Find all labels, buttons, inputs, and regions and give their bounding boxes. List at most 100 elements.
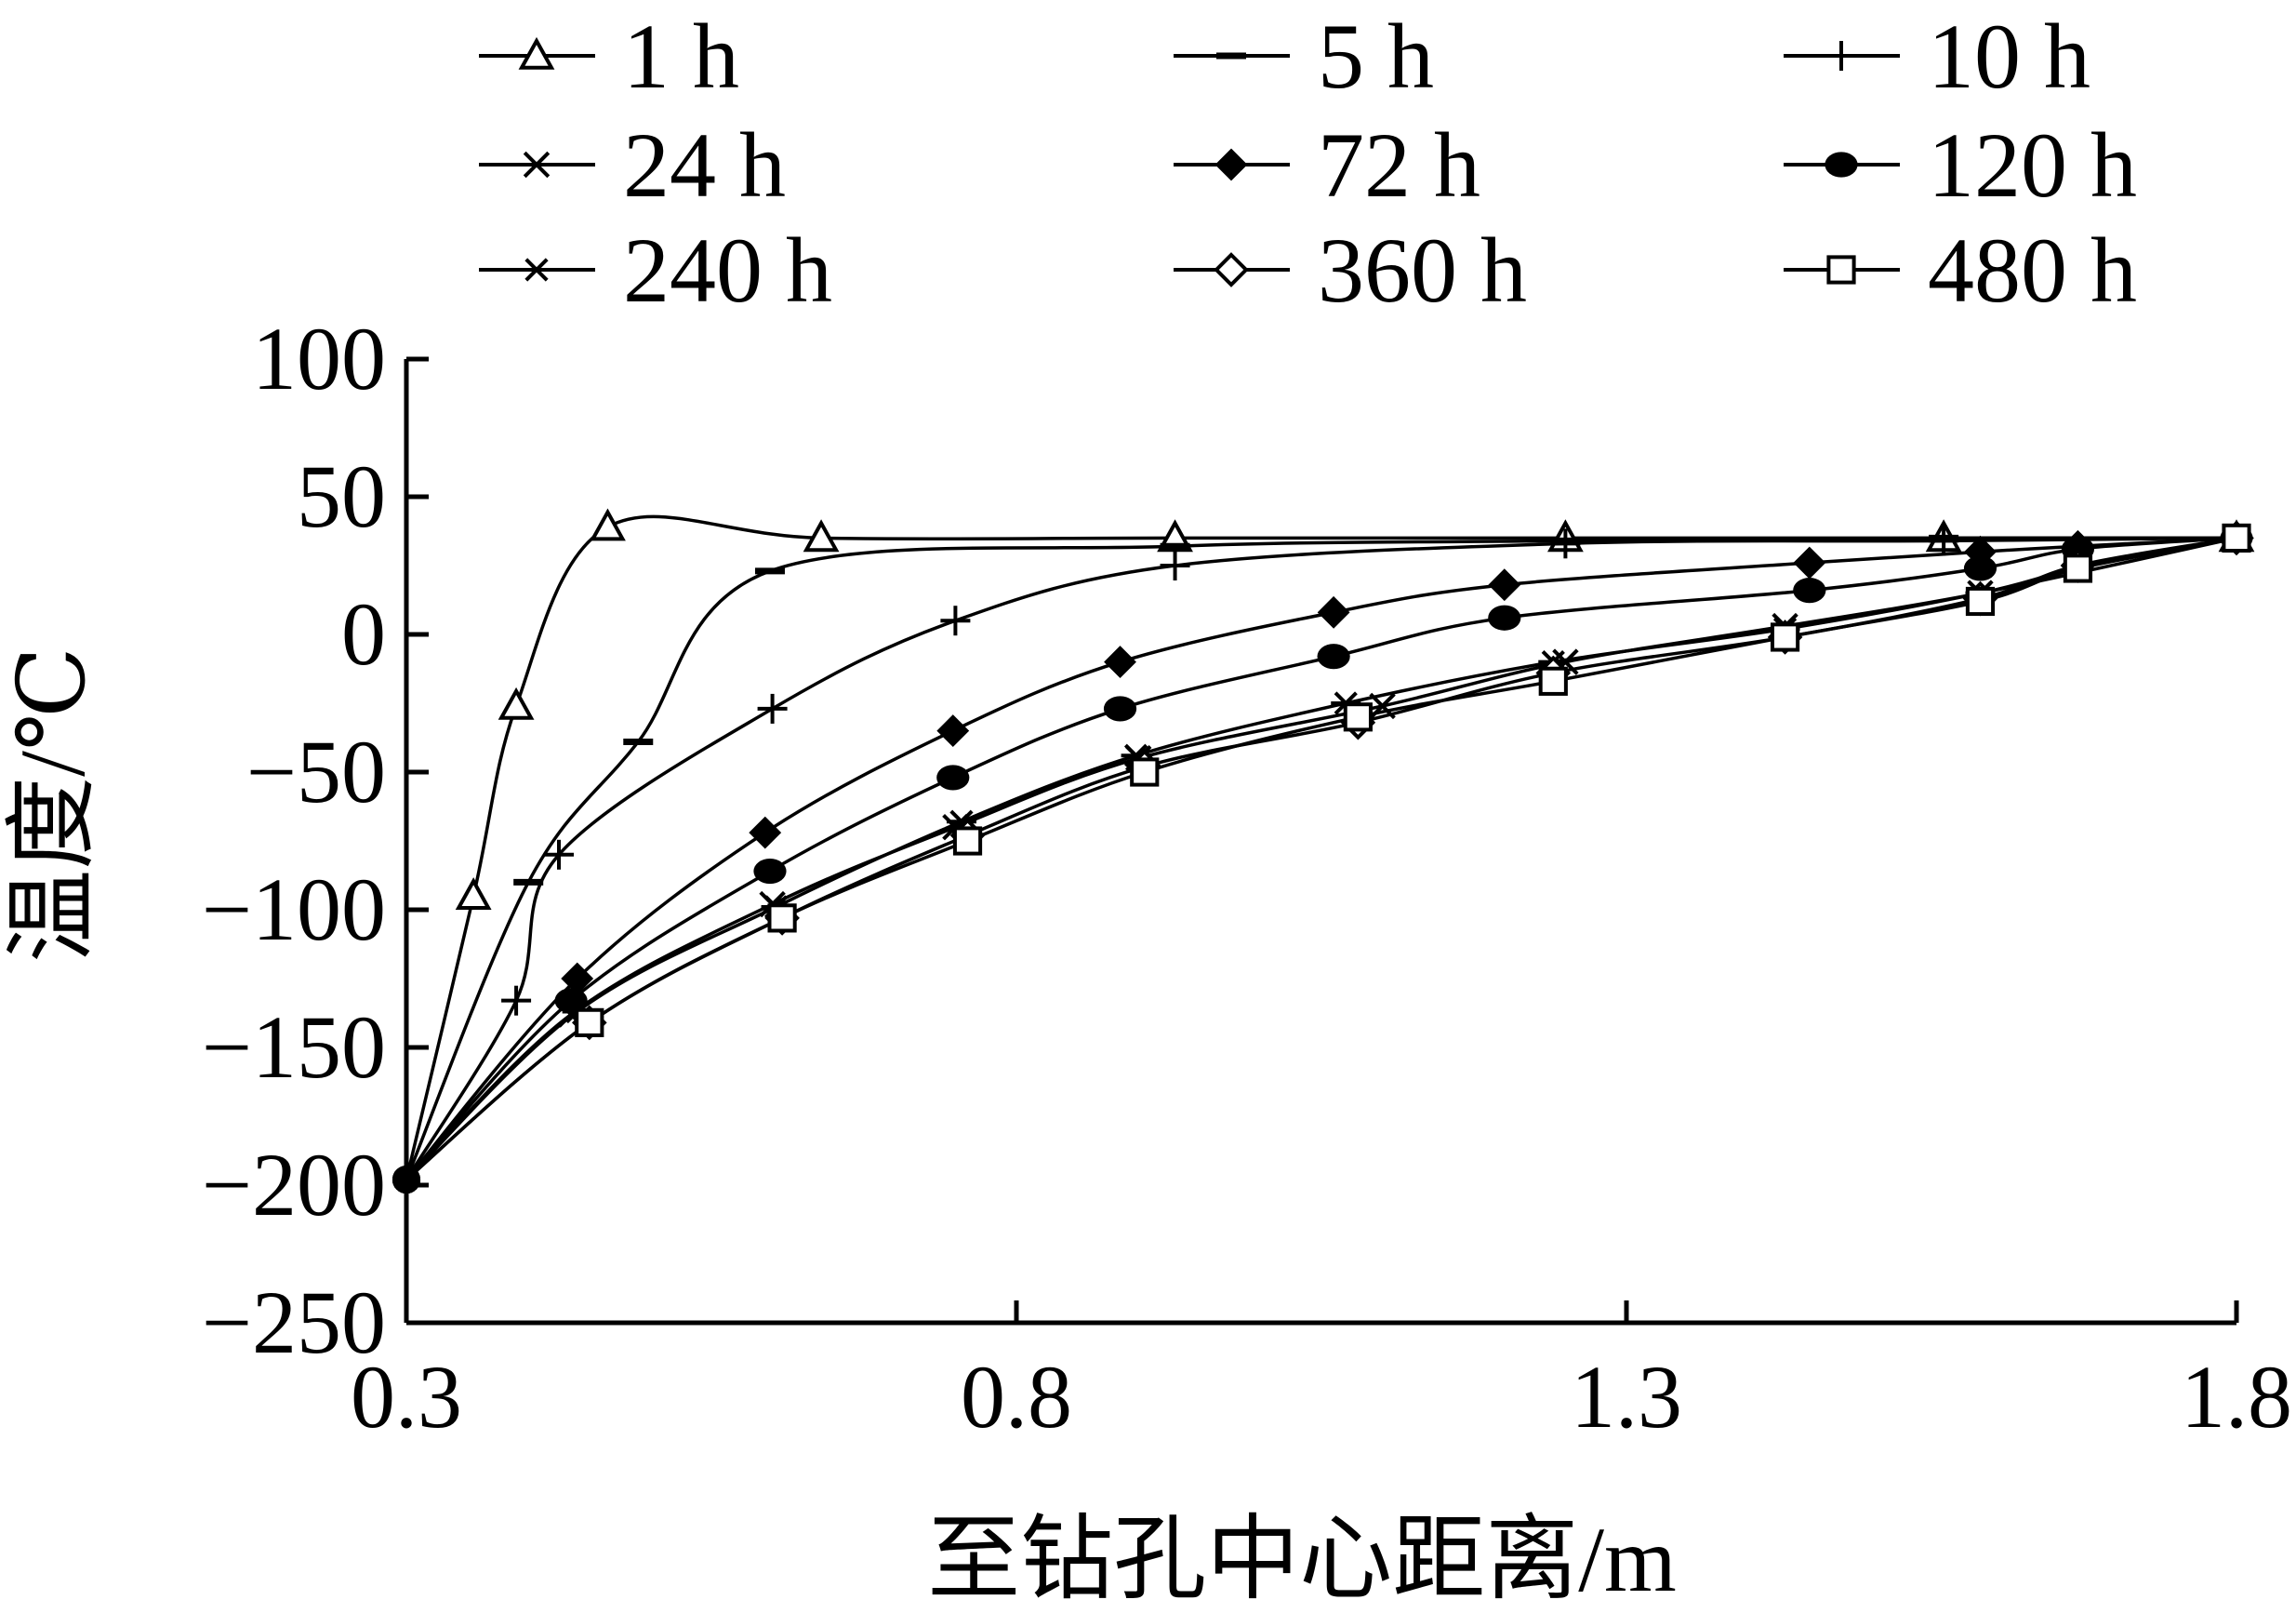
data-point-marker [936,714,970,748]
legend-item: 10 h [1784,5,2090,108]
data-point-marker [1214,148,1248,181]
diamond-marker [1104,646,1136,679]
data-point-marker [1317,644,1350,670]
start-point [392,1166,420,1194]
x-tick-label: 1.3 [1571,1347,1682,1446]
data-point-marker [523,151,551,179]
legend-label: 480 h [1928,219,2137,322]
x-tick-label: 0.8 [961,1347,1072,1446]
legend-label: 10 h [1928,5,2090,108]
square-marker [1770,622,1800,652]
series-8 [392,523,2251,1194]
legend-item: 72 h [1174,113,1480,217]
series-line [405,536,2237,1181]
circle-marker [1825,152,1858,178]
data-point-marker [1160,551,1190,580]
series-line [405,536,2237,1181]
series-line [405,536,2237,1180]
y-ticks: 100 50 0 −50 −100 −150 −200 −250 [202,309,429,1372]
data-point-marker [1488,568,1521,602]
data-point-marker [1538,666,1568,696]
x-ticks: 0.3 0.8 1.3 1.8 [351,1300,2292,1446]
y-tick-label: −200 [202,1135,386,1234]
square-marker [2063,553,2093,583]
circle-marker [936,765,970,791]
square-marker [575,1007,604,1037]
legend-label: 360 h [1318,219,1527,322]
diamond-marker [1488,568,1521,602]
triangle-marker [803,519,840,553]
legend-label: 5 h [1318,5,1434,108]
data-point-marker [1343,702,1373,732]
x-marker-b [523,151,551,179]
series-line [405,536,2237,1181]
legend-label: 1 h [623,5,739,108]
legend: 1 h 5 h 10 h 24 h 72 h 120 h 240 h 360 h 480 h [479,5,2137,322]
triangle-marker [498,687,535,720]
circle-marker [753,858,787,885]
data-point-marker [1103,696,1137,722]
diamond-marker [1793,546,1826,580]
legend-label: 240 h [623,219,832,322]
data-point-marker [1929,526,1959,556]
circle-marker [1963,555,1997,581]
data-point-marker [1826,255,1856,285]
data-point-marker [518,36,555,70]
legend-item: 120 h [1784,113,2137,217]
triangle-marker [455,877,492,910]
circle-marker [1317,644,1350,670]
asterisk-marker-b [1123,743,1148,767]
square-marker [2222,523,2251,553]
diamond-marker [1317,595,1350,629]
data-point-marker [575,1007,604,1037]
legend-item: 1 h [479,5,739,108]
data-point-marker [590,508,626,541]
square-marker [1538,666,1568,696]
triangle-marker [518,36,555,70]
data-point-marker [767,903,797,933]
square-marker [1343,702,1373,732]
series-line [405,536,2237,1181]
data-point-marker [1488,605,1521,631]
axes: 100 50 0 −50 −100 −150 −200 −250 0.3 0.8 1.3 1.8 [202,309,2292,1446]
data-point-marker [952,826,983,856]
legend-item: 5 h [1174,5,1434,108]
legend-item: 480 h [1784,219,2137,322]
data-point-marker [1104,646,1136,679]
x-tick-label: 0.3 [351,1347,462,1446]
y-tick-label: −100 [202,860,386,959]
data-point-marker [1550,528,1581,559]
diamond-marker [749,816,782,849]
diamond-marker [936,714,970,748]
y-tick-label: 0 [341,584,386,684]
data-point-marker [1826,41,1856,71]
legend-item: 240 h [479,219,832,322]
asterisk-marker-b [524,258,549,282]
diamond-open-marker [1214,252,1249,287]
plot-series [392,508,2255,1194]
series-line [405,536,2237,1181]
x-axis-title: 至钻孔中心距离/m [927,1508,1677,1608]
square-marker [1965,586,1996,617]
series-line [405,536,2237,1181]
series-3 [392,525,2250,1194]
y-tick-label: −50 [246,722,386,821]
square-marker [952,826,983,856]
data-point-marker [501,985,532,1016]
square-marker [1130,757,1160,787]
data-point-marker [749,816,782,849]
series-line [405,536,2237,1181]
series-2 [392,523,2251,1194]
y-tick-label: −250 [202,1273,386,1372]
series-6 [392,526,2251,1194]
circle-marker [1488,605,1521,631]
y-axis-title: 温度/℃ [1,647,104,963]
data-point-marker [1793,578,1826,604]
data-point-marker [2063,553,2093,583]
legend-label: 24 h [623,113,786,217]
legend-item: 24 h [479,113,786,217]
data-point-marker [455,877,492,910]
data-point-marker [936,765,970,791]
